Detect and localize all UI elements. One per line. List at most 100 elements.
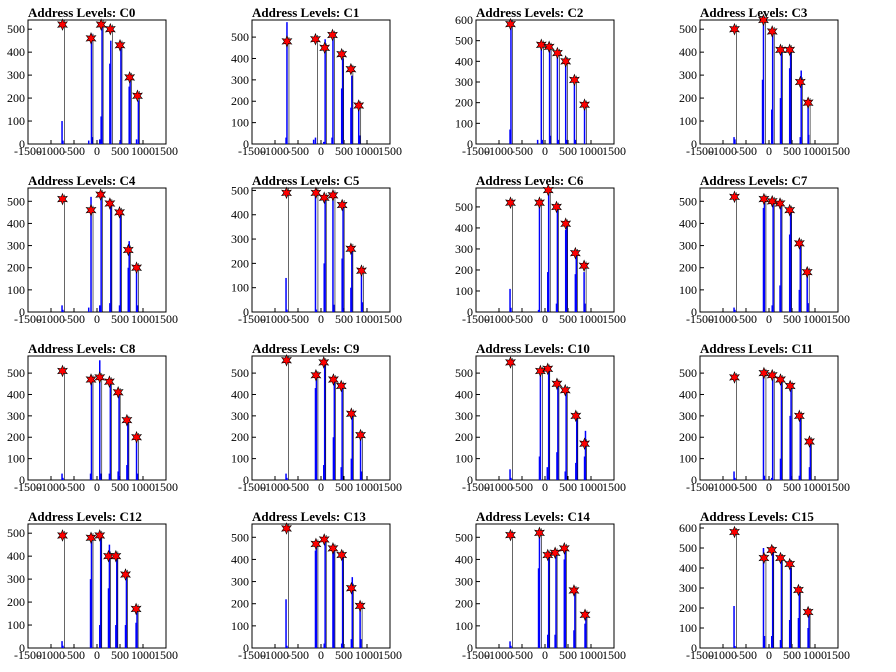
peak-marker — [281, 186, 292, 200]
histogram-bar — [99, 625, 101, 648]
x-tick-label: -1500 — [238, 480, 266, 494]
y-tick-label: 200 — [679, 430, 697, 444]
x-tick-label: -500 — [287, 144, 309, 158]
peak-marker — [729, 371, 740, 384]
x-tick-label: -500 — [511, 144, 533, 158]
x-tick-label: -1500 — [686, 144, 714, 158]
histogram-bar — [779, 98, 782, 144]
x-tick-label: -1000 — [709, 144, 737, 158]
peak-marker — [131, 430, 143, 444]
y-tick-label: 0 — [467, 137, 473, 151]
y-tick-label: 300 — [7, 409, 25, 423]
peak-marker — [345, 62, 357, 76]
x-tick-label: 0 — [542, 648, 548, 662]
y-tick-label: 400 — [231, 387, 249, 401]
peak-marker — [124, 71, 136, 84]
y-tick-label: 100 — [7, 283, 25, 297]
x-tick-label: 500 — [559, 648, 577, 662]
histogram-bar — [118, 305, 121, 312]
x-tick-label: -1000 — [709, 648, 737, 662]
y-tick-label: 500 — [7, 194, 25, 208]
peak-marker — [281, 522, 292, 535]
histogram-bar — [342, 205, 344, 312]
peak-marker — [766, 543, 778, 557]
plot-frame — [699, 187, 839, 313]
histogram-bar — [565, 223, 568, 312]
histogram-bar — [312, 139, 315, 144]
y-tick-label: 100 — [455, 452, 473, 466]
plot-frame — [475, 19, 615, 145]
y-tick-label: 100 — [455, 619, 473, 633]
y-tick-label: 500 — [231, 366, 249, 380]
x-tick-label: 0 — [542, 144, 548, 158]
peak-marker — [570, 409, 582, 423]
peak-marker — [505, 17, 516, 31]
y-tick-label: 500 — [455, 34, 473, 48]
histogram-bar — [341, 555, 344, 648]
histogram-bar — [128, 86, 130, 144]
histogram-bar — [573, 630, 575, 648]
histogram-bar — [314, 388, 317, 480]
peak-marker — [85, 531, 97, 545]
histogram-bar — [136, 608, 138, 648]
peak-marker — [57, 192, 68, 206]
histogram-bar — [99, 473, 102, 480]
histogram-bar — [333, 379, 336, 480]
histogram-bar — [61, 473, 63, 480]
peak-marker — [766, 194, 778, 208]
peak-marker — [104, 197, 116, 210]
histogram-bar — [126, 465, 128, 480]
peak-marker — [802, 605, 814, 619]
y-tick-label: 300 — [455, 75, 473, 89]
y-tick-label: 300 — [231, 575, 249, 589]
peak-marker — [327, 188, 339, 202]
y-tick-label: 200 — [455, 263, 473, 277]
chart-panel-4: Address Levels: C40100200300400500-1500-… — [7, 173, 178, 326]
histogram-bar — [788, 234, 791, 312]
x-tick-label: 0 — [542, 312, 548, 326]
y-tick-label: 0 — [691, 641, 697, 655]
x-tick-label: -1000 — [37, 648, 65, 662]
peak-marker — [345, 581, 357, 595]
plot-frame — [27, 187, 167, 313]
histogram-bar — [127, 420, 129, 480]
chart-panel-11: Address Levels: C11 0 100 200 300 400 500 -1500… — [679, 341, 850, 494]
peak-marker — [801, 265, 813, 279]
histogram-bar — [340, 643, 343, 648]
peak-marker — [505, 356, 516, 369]
histogram-bar — [510, 307, 512, 312]
y-tick-label: 500 — [7, 22, 25, 36]
peak-marker — [319, 41, 331, 55]
y-tick-label: 0 — [19, 137, 25, 151]
peak-marker — [568, 584, 580, 597]
histogram-bar — [323, 643, 325, 648]
histogram-bar — [799, 137, 802, 144]
x-tick-label: -1000 — [261, 312, 289, 326]
peak-marker — [774, 197, 786, 210]
peak-marker — [85, 32, 97, 45]
x-tick-label: 1000 — [579, 312, 603, 326]
peak-marker — [560, 217, 572, 231]
x-tick-label: -500 — [287, 480, 309, 494]
histogram-bar — [575, 462, 577, 480]
histogram-bar — [557, 383, 559, 480]
x-tick-label: -1000 — [485, 312, 513, 326]
histogram-bar — [90, 537, 93, 648]
peak-marker — [327, 28, 338, 42]
histogram-bar — [556, 206, 559, 312]
chart-title: Address Levels: C0 — [28, 5, 135, 20]
histogram-bar — [799, 245, 802, 312]
chart-title: Address Levels: C4 — [28, 173, 136, 188]
histogram-bar — [100, 194, 102, 312]
peak-marker — [114, 38, 126, 52]
x-tick-label: 1500 — [154, 144, 178, 158]
histogram-bar — [734, 139, 736, 144]
histogram-bar — [359, 610, 361, 648]
y-tick-label: 400 — [231, 208, 249, 222]
x-tick-label: 1500 — [826, 144, 850, 158]
x-tick-label: 0 — [766, 312, 772, 326]
y-tick-label: 400 — [455, 221, 473, 235]
histogram-bar — [135, 441, 138, 480]
y-tick-label: 0 — [467, 305, 473, 319]
